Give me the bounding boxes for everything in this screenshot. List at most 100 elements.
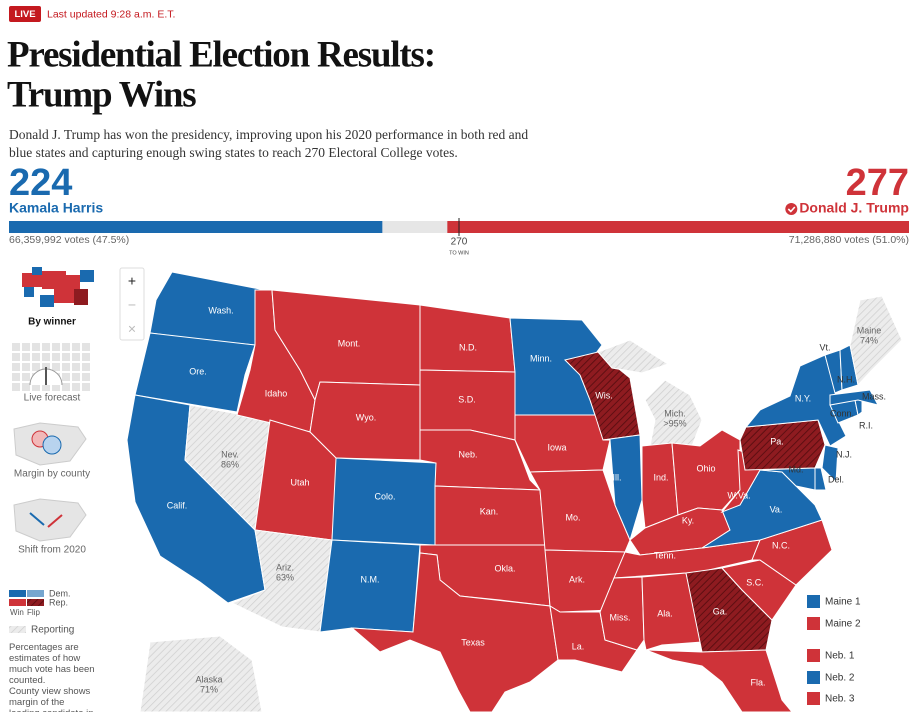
thumb-state: [22, 273, 42, 287]
state[interactable]: [350, 552, 559, 712]
reporting-percent: >95%: [663, 418, 686, 428]
thumb-cell: [22, 343, 30, 351]
district-label: Neb. 2: [825, 673, 855, 684]
view-option[interactable]: [13, 422, 87, 466]
thumb-cell: [62, 353, 70, 361]
thumb-cell: [12, 363, 20, 371]
electoral-bar: [447, 221, 909, 233]
thumb-cell: [82, 383, 90, 391]
thumb-cell: [52, 363, 60, 371]
state-label: Calif.: [167, 500, 188, 510]
state-label: Kan.: [480, 506, 499, 516]
state-label: S.D.: [458, 394, 476, 404]
thumb-bubble: [42, 435, 62, 455]
thumb-cell: [82, 353, 90, 361]
thumb-cell: [62, 383, 70, 391]
zoom-button: ×: [128, 321, 136, 337]
state[interactable]: [849, 295, 903, 387]
thumb-arrow: [29, 512, 45, 526]
state-label: Ore.: [189, 366, 207, 376]
state[interactable]: [419, 304, 516, 373]
state-label: Ohio: [696, 463, 715, 473]
state-label: Wyo.: [356, 412, 376, 422]
state[interactable]: [721, 559, 797, 621]
district-swatch: [807, 595, 820, 608]
state-label: Fla.: [750, 677, 765, 687]
electoral-votes: 277: [846, 162, 909, 204]
legend-label: Flip: [27, 608, 40, 617]
zoom-button: +: [128, 273, 136, 289]
legend-swatch: [9, 599, 26, 606]
last-updated: Last updated 9:28 a.m. E.T.: [47, 8, 175, 20]
state-label: Ind.: [653, 472, 668, 482]
zoom-button: −: [128, 297, 136, 313]
state[interactable]: [331, 457, 437, 546]
description: Donald J. Trump has won the presidency, …: [9, 127, 529, 160]
view-label: Shift from 2020: [18, 545, 86, 556]
state-label: Vt.: [819, 342, 830, 352]
thumb-cell: [62, 343, 70, 351]
thumb-cell: [52, 383, 60, 391]
thumb-cell: [22, 353, 30, 361]
state[interactable]: [544, 549, 626, 613]
zoom-panel: [119, 267, 145, 341]
state-label: Mich.: [664, 408, 686, 418]
state[interactable]: [319, 539, 421, 633]
state-label: Iowa: [547, 442, 566, 452]
thumb-cell: [82, 343, 90, 351]
thumb-cell: [22, 373, 30, 381]
title: Presidential Election Results:: [7, 34, 435, 75]
live-badge: [9, 6, 41, 22]
legend-label: Rep.: [49, 597, 68, 607]
thumb-cell: [72, 343, 80, 351]
to-win-number: 270: [451, 237, 468, 248]
state[interactable]: [597, 339, 703, 447]
state-label: Alaska: [195, 674, 222, 684]
thumb-cell: [42, 383, 50, 391]
state-label: Ga.: [713, 606, 728, 616]
view-option[interactable]: [12, 343, 90, 391]
thumb-cell: [22, 363, 30, 371]
thumb-cell: [12, 343, 20, 351]
thumb-cell: [42, 353, 50, 361]
state-label: Okla.: [494, 563, 515, 573]
state[interactable]: [814, 467, 827, 491]
thumb-state: [24, 287, 34, 297]
state-label: Mont.: [338, 338, 361, 348]
thumb-cell: [32, 343, 40, 351]
live-label: LIVE: [14, 9, 35, 20]
thumb-cell: [72, 353, 80, 361]
state-label: Idaho: [265, 388, 288, 398]
state[interactable]: [759, 467, 816, 491]
thumb-cell: [12, 383, 20, 391]
state-label: Pa.: [770, 436, 784, 446]
state[interactable]: [139, 635, 263, 712]
state-label: La.: [572, 641, 585, 651]
state-label: Ark.: [569, 574, 585, 584]
state-label: Ky.: [682, 515, 694, 525]
view-option[interactable]: [22, 267, 94, 307]
district-label: Maine 1: [825, 597, 861, 608]
thumb-cell: [72, 383, 80, 391]
state[interactable]: [829, 389, 879, 406]
note: County view shows margin of the leading …: [9, 686, 94, 712]
reporting-percent: 63%: [276, 572, 294, 582]
thumb-us: [13, 498, 87, 542]
state-label: N.H.: [837, 374, 855, 384]
legend-swatch: [9, 590, 26, 597]
state-label: N.D.: [459, 342, 477, 352]
view-label: By winner: [28, 317, 76, 328]
state-label: Conn.: [830, 408, 854, 418]
thumb-state: [80, 270, 94, 282]
legend-swatch: [27, 590, 44, 597]
state-label: Ill.: [613, 472, 622, 482]
view-option[interactable]: [13, 498, 87, 542]
state[interactable]: [529, 469, 631, 553]
state-label: W.Va.: [727, 490, 750, 500]
district-swatch: [807, 692, 820, 705]
state[interactable]: [821, 444, 839, 484]
state[interactable]: [134, 332, 256, 413]
legend-label: Dem.: [49, 588, 71, 598]
state[interactable]: [645, 649, 793, 712]
